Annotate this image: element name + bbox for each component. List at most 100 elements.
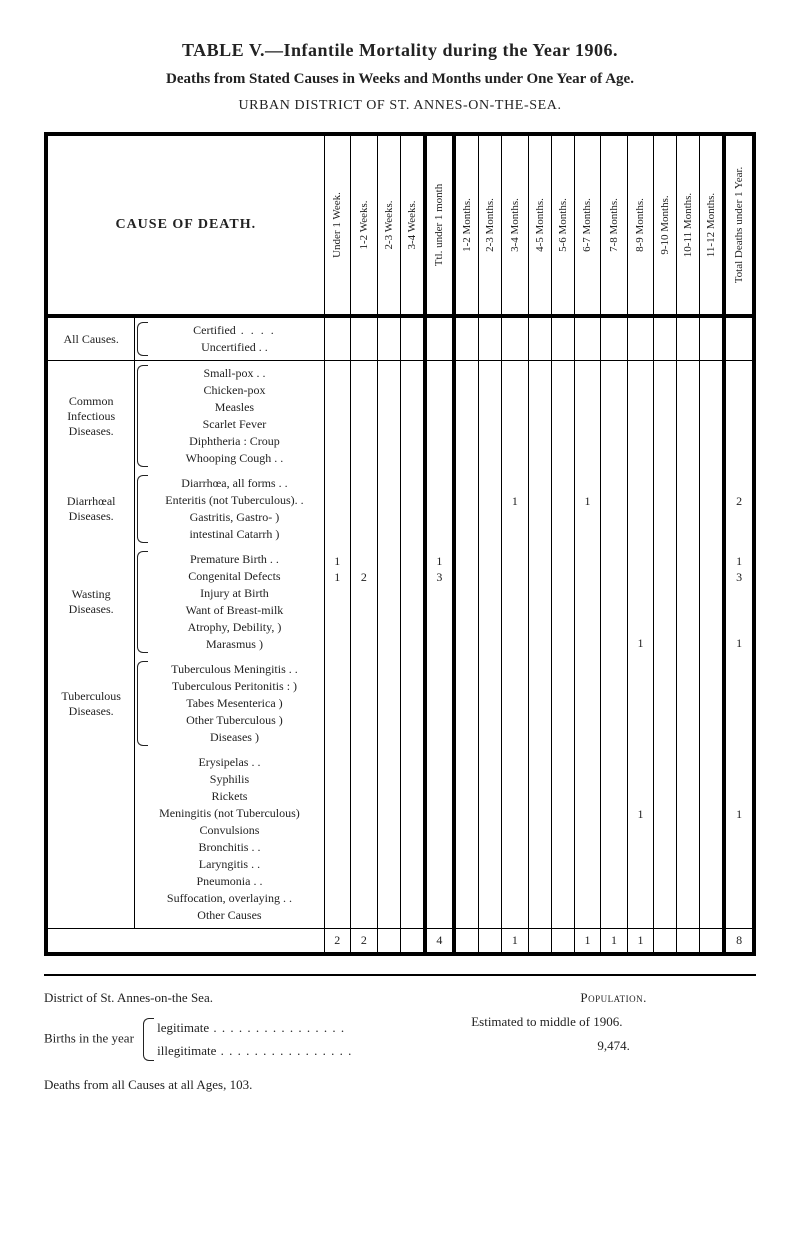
row-all-causes: All Causes. Certified Uncertified . . bbox=[46, 316, 754, 361]
num-slot bbox=[462, 728, 472, 745]
num-slot bbox=[634, 839, 648, 856]
num-cell: 1 bbox=[502, 471, 529, 547]
num-slot: 3 bbox=[433, 569, 447, 586]
num-slot bbox=[607, 509, 621, 526]
num-slot bbox=[535, 712, 545, 729]
num-slot bbox=[331, 679, 345, 696]
num-slot bbox=[535, 586, 545, 603]
group-label bbox=[46, 750, 135, 929]
num-slot bbox=[433, 367, 447, 384]
num-slot bbox=[660, 757, 670, 774]
num-cell: 131 bbox=[724, 547, 754, 657]
num-slot bbox=[660, 856, 670, 873]
num-slot bbox=[683, 553, 693, 570]
num-slot bbox=[706, 773, 716, 790]
footer-district: District of St. Annes-on-the Sea. bbox=[44, 990, 443, 1006]
num-slot bbox=[706, 695, 716, 712]
num-slot bbox=[433, 872, 447, 889]
cause-line: Chicken-pox bbox=[151, 382, 317, 399]
num-slot bbox=[508, 712, 522, 729]
col-m-9-10: 9-10 Months. bbox=[654, 134, 677, 316]
num-cell bbox=[454, 750, 479, 929]
num-slot bbox=[407, 695, 417, 712]
footer-estimate-value: 9,474. bbox=[471, 1038, 756, 1054]
num-slot bbox=[607, 476, 621, 493]
num-slot bbox=[683, 619, 693, 636]
num-slot bbox=[607, 569, 621, 586]
num-slot bbox=[462, 695, 472, 712]
num-cell: 1 bbox=[627, 750, 654, 929]
num-slot bbox=[634, 905, 648, 922]
num-cell bbox=[479, 750, 502, 929]
num-slot bbox=[384, 712, 394, 729]
num-slot bbox=[407, 433, 417, 450]
section-row: Erysipelas . .SyphilisRicketsMeningitis … bbox=[46, 750, 754, 929]
num-slot bbox=[634, 889, 648, 906]
num-slot bbox=[331, 905, 345, 922]
cause-line: Want of Breast-milk bbox=[151, 602, 317, 619]
num-slot bbox=[407, 569, 417, 586]
num-slot bbox=[508, 367, 522, 384]
num-slot bbox=[462, 449, 472, 466]
num-slot bbox=[535, 839, 545, 856]
num-slot bbox=[407, 806, 417, 823]
num-cell: 1 bbox=[724, 750, 754, 929]
col-m-5-6: 5-6 Months. bbox=[551, 134, 574, 316]
num-slot bbox=[407, 635, 417, 652]
num-slot bbox=[581, 619, 595, 636]
num-slot bbox=[508, 695, 522, 712]
num-slot bbox=[535, 526, 545, 543]
num-slot bbox=[732, 602, 746, 619]
num-slot bbox=[683, 806, 693, 823]
num-slot bbox=[581, 367, 595, 384]
num-slot bbox=[660, 823, 670, 840]
num-cell bbox=[654, 547, 677, 657]
num-slot: 1 bbox=[732, 806, 746, 823]
num-slot bbox=[634, 679, 648, 696]
num-slot bbox=[683, 635, 693, 652]
num-slot bbox=[683, 602, 693, 619]
num-slot bbox=[357, 449, 371, 466]
num-slot: 1 bbox=[634, 806, 648, 823]
num-slot bbox=[331, 728, 345, 745]
num-slot bbox=[683, 889, 693, 906]
cause-line: Convulsions bbox=[141, 822, 317, 839]
num-slot bbox=[462, 662, 472, 679]
num-slot bbox=[706, 619, 716, 636]
num-slot bbox=[331, 433, 345, 450]
num-slot bbox=[357, 757, 371, 774]
num-slot: 1 bbox=[732, 635, 746, 652]
cause-line: Syphilis bbox=[141, 771, 317, 788]
num-slot bbox=[660, 367, 670, 384]
num-slot bbox=[384, 856, 394, 873]
num-slot bbox=[462, 790, 472, 807]
num-slot bbox=[581, 662, 595, 679]
num-cell bbox=[502, 657, 529, 750]
num-slot bbox=[535, 662, 545, 679]
num-slot bbox=[535, 889, 545, 906]
num-slot bbox=[384, 806, 394, 823]
num-slot bbox=[357, 790, 371, 807]
num-slot bbox=[535, 856, 545, 873]
num-cell bbox=[377, 750, 400, 929]
num-slot bbox=[634, 872, 648, 889]
num-slot bbox=[706, 635, 716, 652]
num-slot bbox=[384, 662, 394, 679]
cause-line: Gastritis, Gastro- ) bbox=[151, 509, 317, 526]
num-slot bbox=[508, 553, 522, 570]
num-slot bbox=[535, 773, 545, 790]
num-slot bbox=[485, 569, 495, 586]
num-slot bbox=[331, 526, 345, 543]
num-slot bbox=[462, 433, 472, 450]
num-slot bbox=[660, 602, 670, 619]
num-slot bbox=[407, 586, 417, 603]
num-slot bbox=[508, 839, 522, 856]
num-slot bbox=[485, 553, 495, 570]
num-slot bbox=[485, 790, 495, 807]
num-slot bbox=[462, 476, 472, 493]
num-slot bbox=[433, 839, 447, 856]
num-slot bbox=[407, 728, 417, 745]
num-slot bbox=[732, 476, 746, 493]
num-slot bbox=[732, 400, 746, 417]
num-slot bbox=[407, 839, 417, 856]
